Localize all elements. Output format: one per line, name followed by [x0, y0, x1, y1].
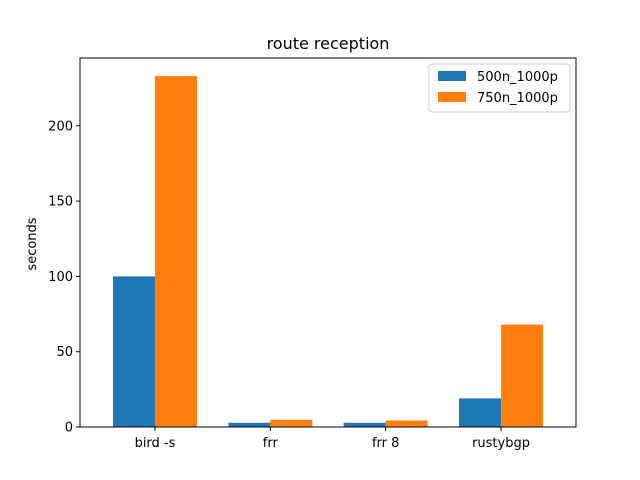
x-tick-label-2: frr 8 [372, 436, 399, 451]
bar-1-2 [385, 420, 428, 427]
y-tick-label-0: 0 [65, 421, 73, 436]
legend: 500n_1000p 750n_1000p [428, 63, 571, 113]
plot-frame [79, 57, 577, 428]
y-tick-label-4: 200 [48, 119, 73, 134]
y-tick-label-2: 100 [48, 270, 73, 285]
bar-0-3 [459, 398, 502, 427]
bar-0-0 [112, 276, 155, 427]
bar-1-1 [270, 419, 313, 427]
legend-label-1: 750n_1000p [477, 91, 558, 106]
legend-swatch-0 [438, 71, 466, 81]
x-tick-label-0: bird -s [135, 436, 176, 451]
axes-layer: 0 50 100 150 200 bird -s frr frr 8 rustybgp [48, 57, 577, 451]
chart-title: route reception [267, 34, 390, 53]
bar-1-3 [501, 324, 544, 427]
legend-label-0: 500n_1000p [477, 70, 558, 85]
x-tick-label-3: rustybgp [472, 436, 530, 451]
bar-0-1 [228, 422, 271, 427]
bar-0-2 [343, 422, 386, 427]
x-tick-label-1: frr [263, 436, 279, 451]
legend-swatch-1 [438, 92, 466, 102]
bars-layer [112, 76, 544, 427]
y-tick-label-3: 150 [48, 195, 73, 210]
y-axis-label: seconds [25, 217, 40, 270]
bar-1-0 [154, 76, 197, 427]
y-tick-label-1: 50 [56, 345, 73, 360]
